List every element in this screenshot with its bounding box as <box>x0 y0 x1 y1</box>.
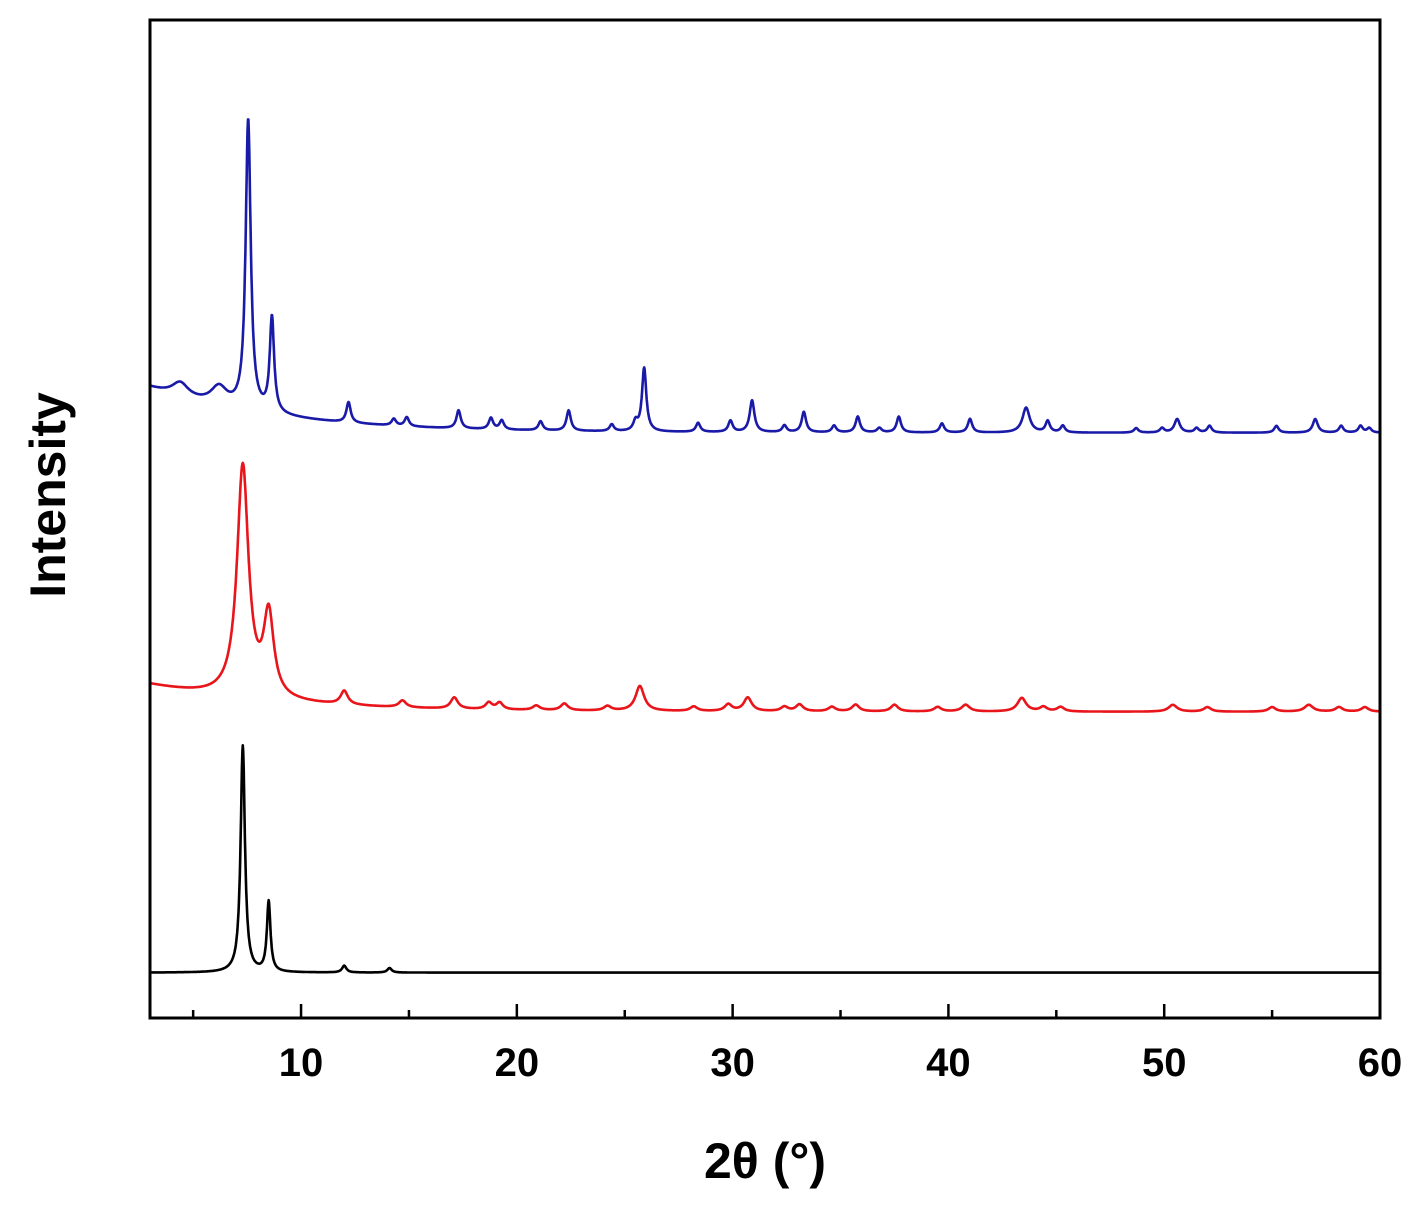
x-tick-label: 20 <box>495 1041 540 1085</box>
series-layer <box>149 118 1381 974</box>
series-line-2 <box>149 118 1381 434</box>
x-tick-label: 30 <box>710 1041 755 1085</box>
x-tick-label: 40 <box>926 1041 971 1085</box>
plot-frame <box>148 18 1382 1020</box>
x-tick-label: 10 <box>279 1041 324 1085</box>
x-axis-title: 2θ (°) <box>704 1133 826 1189</box>
series-line-1 <box>149 461 1381 713</box>
x-tick-label: 50 <box>1142 1041 1187 1085</box>
x-axis: 10 20 30 40 50 60 <box>191 1004 1403 1085</box>
y-axis-title: Intensity <box>20 392 76 598</box>
series-line-0 <box>149 743 1381 974</box>
x-tick-label: 60 <box>1358 1041 1403 1085</box>
